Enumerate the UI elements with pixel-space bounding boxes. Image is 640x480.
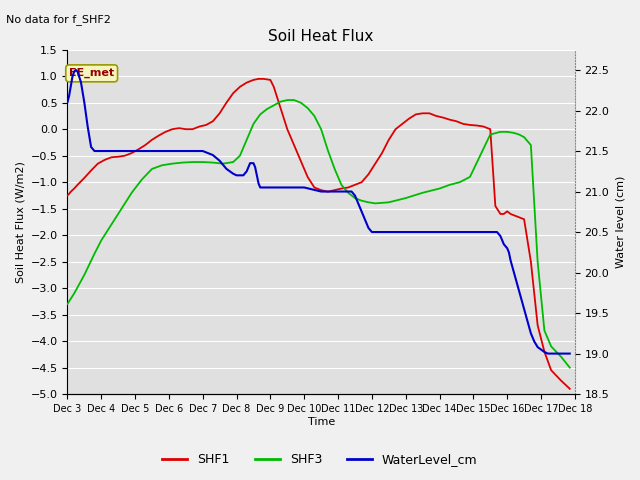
SHF3 <box>148 166 156 172</box>
WaterLevel_cm <box>100 148 108 154</box>
WaterLevel_cm <box>566 351 573 357</box>
WaterLevel_cm <box>486 229 494 235</box>
Line: SHF3: SHF3 <box>67 100 570 368</box>
SHF1 <box>337 186 345 192</box>
WaterLevel_cm <box>355 201 362 206</box>
WaterLevel_cm <box>72 67 80 73</box>
Text: No data for f_SHF2: No data for f_SHF2 <box>6 14 111 25</box>
WaterLevel_cm <box>544 351 552 357</box>
SHF1 <box>378 150 386 156</box>
SHF1 <box>500 211 508 217</box>
SHF1 <box>63 192 71 198</box>
WaterLevel_cm <box>252 164 259 170</box>
SHF3 <box>118 206 125 212</box>
Y-axis label: Water level (cm): Water level (cm) <box>615 176 625 268</box>
SHF3 <box>63 301 71 307</box>
Title: Soil Heat Flux: Soil Heat Flux <box>268 29 374 44</box>
SHF1 <box>479 124 487 130</box>
SHF3 <box>284 97 291 103</box>
Line: SHF1: SHF1 <box>67 79 570 389</box>
SHF3 <box>209 160 217 166</box>
Text: EE_met: EE_met <box>69 68 114 79</box>
SHF3 <box>81 272 88 278</box>
SHF3 <box>446 182 454 188</box>
WaterLevel_cm <box>148 148 156 154</box>
SHF1 <box>566 386 573 392</box>
X-axis label: Time: Time <box>307 417 335 427</box>
WaterLevel_cm <box>63 99 71 105</box>
SHF3 <box>324 147 332 153</box>
Legend: SHF1, SHF3, WaterLevel_cm: SHF1, SHF3, WaterLevel_cm <box>157 448 483 471</box>
WaterLevel_cm <box>244 164 252 170</box>
Y-axis label: Soil Heat Flux (W/m2): Soil Heat Flux (W/m2) <box>15 161 25 283</box>
SHF1 <box>513 214 521 219</box>
Line: WaterLevel_cm: WaterLevel_cm <box>67 70 570 354</box>
SHF1 <box>255 76 262 82</box>
SHF3 <box>566 365 573 371</box>
SHF1 <box>439 115 447 120</box>
